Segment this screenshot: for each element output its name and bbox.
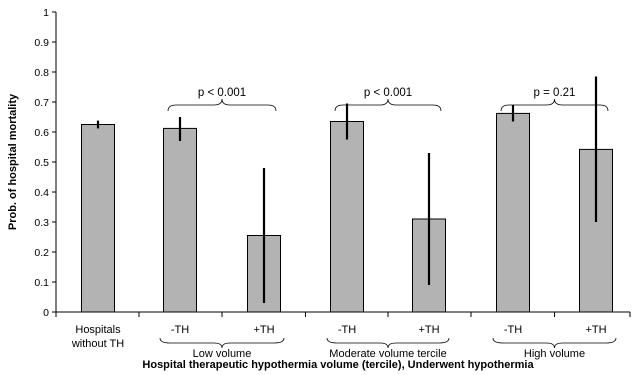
y-tick-label: 0.6 <box>34 127 49 139</box>
y-tick-label: 0.8 <box>34 67 49 79</box>
pvalue-bracket <box>500 98 609 112</box>
y-tick-label: 0.3 <box>34 217 49 229</box>
y-axis-title: Prob. of hospital mortality <box>7 93 19 230</box>
bar <box>81 124 115 313</box>
pvalue-label: p < 0.001 <box>364 87 412 99</box>
pvalue-label: p = 0.21 <box>534 87 576 99</box>
pvalue-bracket <box>167 98 277 112</box>
group-bracket <box>492 337 617 349</box>
y-tick-label: 0.1 <box>34 277 49 289</box>
group-bracket <box>159 337 285 349</box>
category-label: -TH <box>171 324 189 336</box>
y-tick-label: 1 <box>43 7 49 19</box>
pvalue-label: p < 0.001 <box>198 87 246 99</box>
plot-area: 0 0.1 0.2 0.3 0.4 0.5 0.6 0.7 0.8 0.9 1 Hospitals wi… <box>34 7 631 360</box>
category-label: +TH <box>585 324 606 336</box>
category-label: -TH <box>504 324 522 336</box>
group-label: Low volume <box>193 348 252 360</box>
category-label: Hospitals <box>75 324 121 336</box>
x-axis-title: Hospital therapeutic hypothermia volume … <box>142 359 534 371</box>
pvalue-bracket <box>334 98 442 112</box>
category-label: -TH <box>338 324 356 336</box>
group-label: Moderate volume tercile <box>329 348 446 360</box>
y-tick-label: 0.5 <box>34 157 49 169</box>
y-tick-label: 0.9 <box>34 37 49 49</box>
bar <box>330 121 364 313</box>
group-label: High volume <box>524 348 585 360</box>
y-tick-label: 0 <box>43 307 49 319</box>
group-bracket <box>326 337 450 349</box>
category-label: +TH <box>418 324 439 336</box>
bar <box>163 127 197 313</box>
category-label-line2: without TH <box>71 338 124 350</box>
y-tick-label: 0.2 <box>34 247 49 259</box>
y-tick-label: 0.4 <box>34 187 49 199</box>
bar <box>496 112 530 313</box>
y-tick-label: 0.7 <box>34 97 49 109</box>
category-label: +TH <box>253 324 274 336</box>
